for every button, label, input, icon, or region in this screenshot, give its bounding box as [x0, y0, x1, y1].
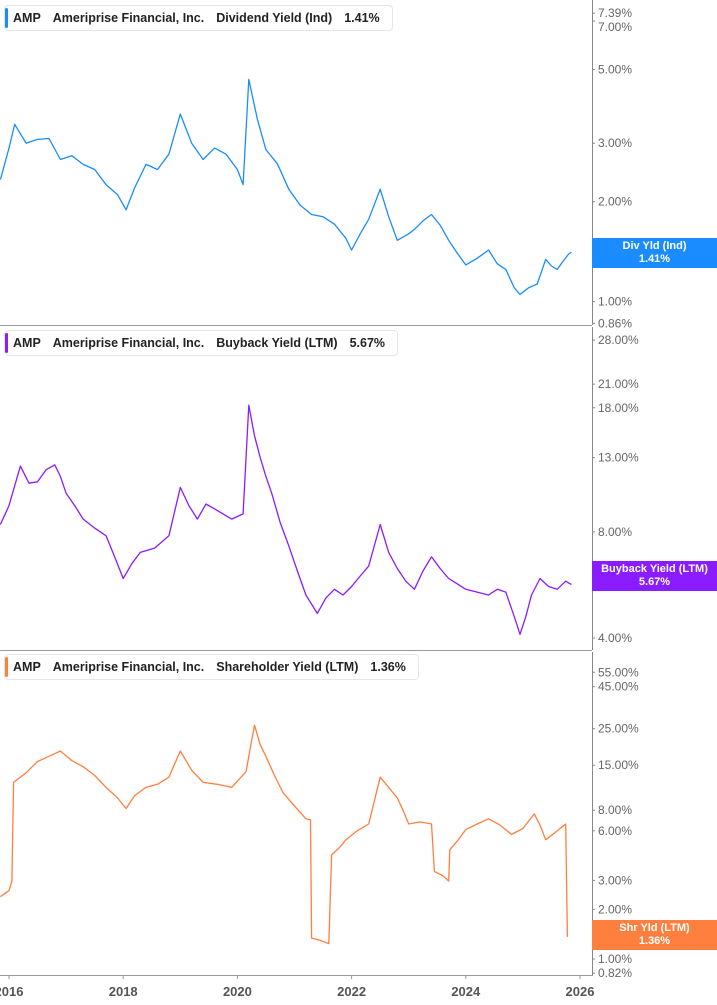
series-line-dividend-yield-ind [0, 78, 572, 296]
series-line-shareholder-yield-ltm [0, 724, 569, 945]
legend-company: Ameriprise Financial, Inc. [52, 336, 205, 350]
x-tick-label: 2022 [337, 984, 366, 999]
tag-value: 1.41% [638, 253, 671, 265]
y-tick-label: 55.00% [598, 665, 639, 679]
tag-value: 1.36% [638, 935, 671, 947]
y-tick-label: 2.00% [598, 902, 632, 916]
y-tick-label: 15.00% [598, 758, 639, 772]
tag-value: 5.67% [638, 576, 671, 588]
x-tick-label: 2016 [0, 984, 23, 999]
legend-company: Ameriprise Financial, Inc. [52, 660, 205, 674]
series-color-marker [5, 8, 8, 28]
y-tick-label: 8.00% [598, 525, 632, 539]
legend-ticker: AMP [13, 11, 41, 25]
y-tick-label: 21.00% [598, 377, 639, 391]
y-tick-label: 3.00% [598, 873, 632, 887]
y-tick-label: 0.86% [598, 316, 632, 330]
legend-shareholder-yield: AMP Ameriprise Financial, Inc. Sharehold… [4, 654, 419, 680]
x-tick-label: 2020 [223, 984, 252, 999]
y-tick-label: 45.00% [598, 680, 639, 694]
y-tick-label: 28.00% [598, 333, 639, 347]
y-tick-label: 13.00% [598, 451, 639, 465]
legend-value: 5.67% [349, 336, 386, 350]
y-tick-label: 7.39% [598, 6, 632, 20]
tag-label: Shr Yld (LTM) [619, 922, 690, 934]
y-tick-label: 6.00% [598, 824, 632, 838]
legend-ticker: AMP [13, 336, 41, 350]
tag-label: Div Yld (Ind) [622, 240, 687, 252]
y-tick-label: 0.82% [598, 966, 632, 980]
legend-ticker: AMP [13, 660, 41, 674]
y-tick-label: 4.00% [598, 631, 632, 645]
y-tick-label: 1.00% [598, 952, 632, 966]
current-value-tag-shareholder: Shr Yld (LTM) 1.36% [592, 920, 717, 950]
y-tick-label: 2.00% [598, 195, 632, 209]
x-tick-label: 2018 [109, 984, 138, 999]
legend-value: 1.36% [370, 660, 406, 674]
series-color-marker [5, 333, 8, 353]
series-color-marker [5, 657, 8, 677]
legend-dividend-yield: AMP Ameriprise Financial, Inc. Dividend … [4, 5, 393, 31]
y-tick-label: 5.00% [598, 63, 632, 77]
tag-label: Buyback Yield (LTM) [601, 563, 708, 575]
x-tick-label: 2024 [451, 984, 481, 999]
y-tick-label: 3.00% [598, 136, 632, 150]
current-value-tag-buyback: Buyback Yield (LTM) 5.67% [592, 561, 717, 591]
x-tick-label: 2026 [566, 984, 595, 999]
legend-value: 1.41% [344, 11, 380, 25]
y-tick-label: 1.00% [598, 295, 632, 309]
series-line-buyback-yield-ltm [0, 404, 572, 635]
y-tick-label: 8.00% [598, 803, 632, 817]
legend-metric: Buyback Yield (LTM) [216, 336, 338, 350]
legend-buyback-yield: AMP Ameriprise Financial, Inc. Buyback Y… [4, 330, 399, 356]
legend-company: Ameriprise Financial, Inc. [52, 11, 205, 25]
legend-metric: Shareholder Yield (LTM) [216, 660, 359, 674]
current-value-tag-dividend: Div Yld (Ind) 1.41% [592, 238, 717, 268]
legend-metric: Dividend Yield (Ind) [216, 11, 333, 25]
y-tick-label: 7.00% [598, 20, 632, 34]
y-tick-label: 18.00% [598, 401, 639, 415]
y-tick-label: 25.00% [598, 722, 639, 736]
